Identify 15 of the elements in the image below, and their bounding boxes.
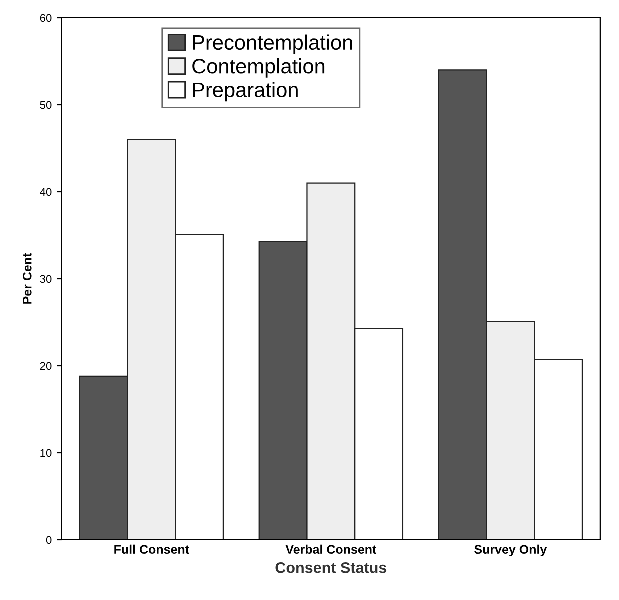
legend-label: Precontemplation	[193, 34, 352, 54]
y-tick-label: 50	[40, 101, 52, 110]
legend-label: Contemplation	[192, 58, 325, 78]
y-tick-label: 40	[40, 188, 52, 196]
legend-label: Preparation	[193, 82, 298, 102]
x-tick-label: Survey Only	[474, 544, 548, 557]
y-tick-label: 30	[40, 275, 52, 284]
y-tick-label: 10	[40, 449, 52, 458]
x-axis-title: Consent Status	[276, 562, 387, 574]
y-tick-label: 60	[40, 14, 52, 22]
y-axis-title: Per Cent	[22, 253, 32, 304]
y-tick-label: 0	[46, 536, 52, 544]
y-tick-label: 20	[40, 362, 52, 370]
x-tick-label: Verbal Consent	[286, 544, 377, 554]
x-tick-label: Full Consent	[114, 544, 190, 554]
